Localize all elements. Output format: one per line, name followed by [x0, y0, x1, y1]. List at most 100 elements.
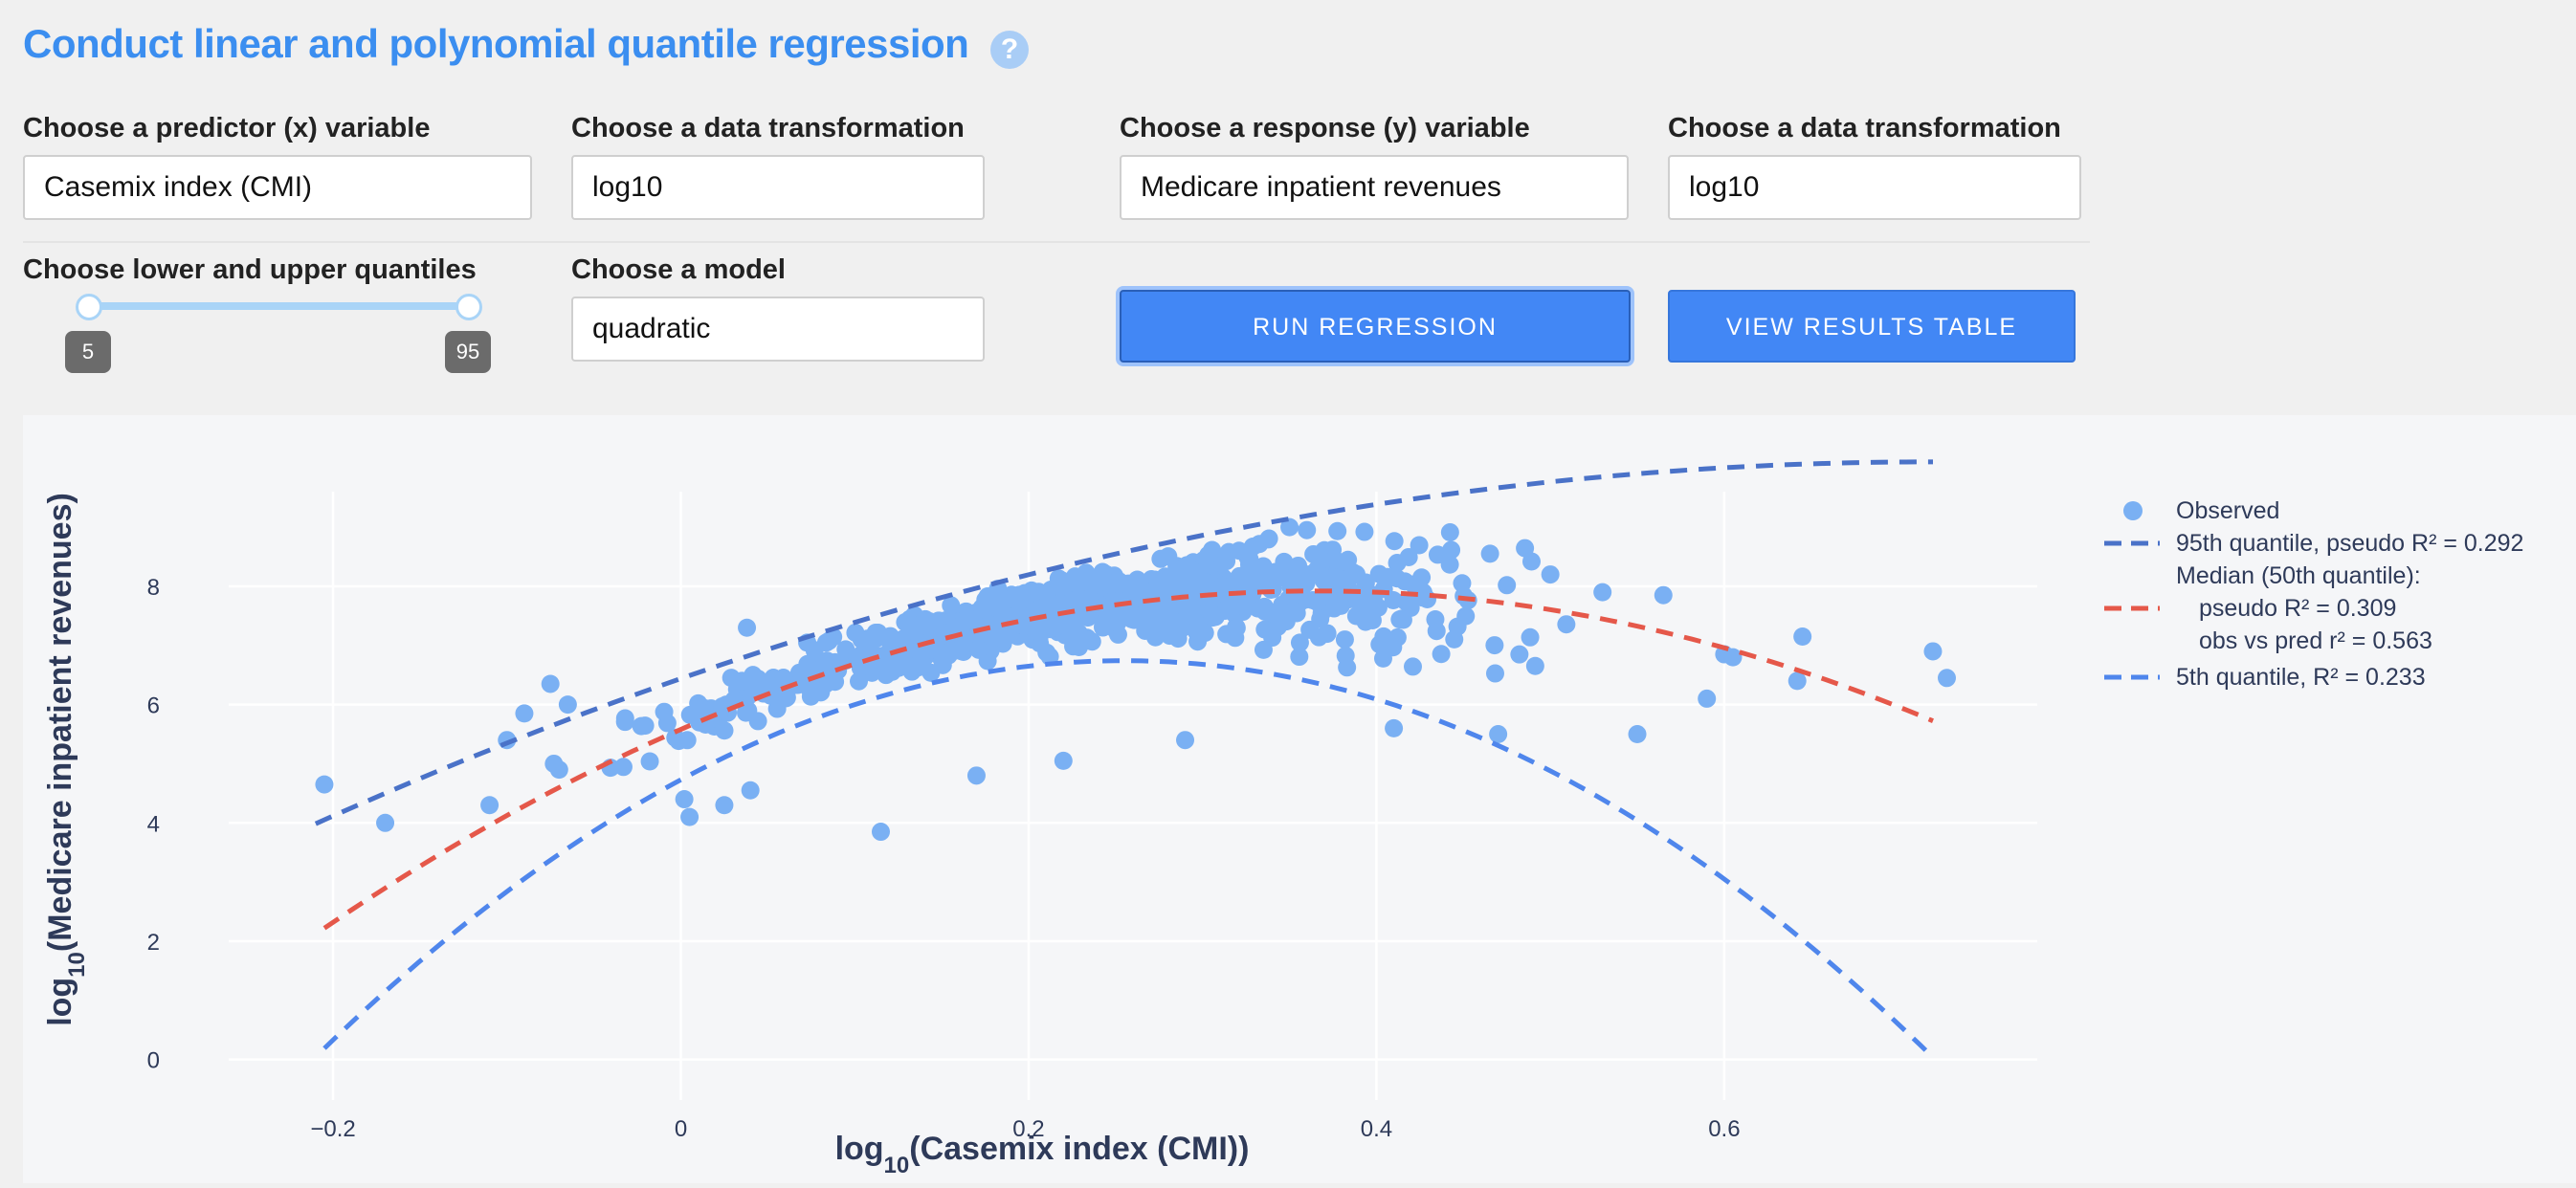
x-tick-label: 0.2 [1012, 1116, 1044, 1142]
observed-point [1557, 615, 1576, 634]
y-tick-label: 4 [147, 811, 160, 837]
regression-curves [314, 459, 1935, 1060]
x-tick-label: 0.4 [1361, 1116, 1392, 1142]
run-regression-button[interactable]: RUN REGRESSION [1120, 290, 1631, 363]
observed-point [1038, 618, 1057, 637]
observed-point [675, 790, 694, 809]
observed-point [1217, 552, 1236, 571]
observed-point [1176, 731, 1195, 750]
axis-ticks: −0.2 0 0.2 0.4 0.6 0 2 4 6 8 [147, 575, 1741, 1142]
observed-point [991, 613, 1010, 632]
observed-point [1456, 606, 1476, 626]
lower-quantile-handle[interactable] [76, 294, 102, 320]
help-icon[interactable]: ? [990, 31, 1029, 69]
observed-point [1923, 642, 1943, 661]
observed-point [1654, 585, 1673, 605]
lower-quantile-value: 5 [65, 331, 111, 373]
observed-point [972, 598, 991, 617]
observed-point [1109, 575, 1128, 594]
model-select[interactable]: quadratic [571, 297, 985, 362]
observed-point [680, 807, 700, 826]
x-axis-label: log10(Casemix index (CMI)) [835, 1131, 1250, 1178]
observed-point [1243, 537, 1262, 556]
legend-label: 95th quantile, pseudo R² = 0.292 [2176, 530, 2523, 557]
observed-point [1054, 751, 1073, 770]
observed-point [1014, 616, 1033, 635]
observed-point [1412, 568, 1432, 587]
observed-point [1440, 555, 1459, 574]
x-variable-label: Choose a predictor (x) variable [23, 113, 431, 143]
observed-point [1171, 572, 1190, 591]
observed-point [1239, 555, 1258, 574]
observed-point [767, 699, 787, 718]
observed-point [1338, 569, 1357, 588]
observed-point [911, 655, 930, 674]
quantile-regression-chart: −0.2 0 0.2 0.4 0.6 0 2 4 6 8 log10(Casemix index … [42, 459, 2523, 1178]
y-tick-label: 2 [147, 930, 160, 956]
observed-point [916, 609, 935, 628]
observed-point [738, 618, 757, 637]
y-transform-select[interactable]: log10 [1668, 155, 2081, 220]
legend-label: 5th quantile, R² = 0.233 [2176, 664, 2426, 691]
q5-curve [322, 658, 1935, 1060]
x-transform-select[interactable]: log10 [571, 155, 985, 220]
observed-point [1134, 582, 1153, 601]
observed-point [541, 674, 560, 693]
y-variable-select[interactable]: Medicare inpatient revenues [1120, 155, 1629, 220]
observed-point [1525, 656, 1544, 675]
legend-label: pseudo R² = 0.309 [2199, 595, 2396, 622]
observed-point [954, 634, 973, 653]
observed-point [891, 657, 910, 676]
observed-point [1328, 521, 1347, 540]
x-tick-label: −0.2 [310, 1116, 355, 1142]
observed-point [1698, 689, 1717, 708]
observed-point [1199, 545, 1218, 564]
x-tick-label: 0.6 [1708, 1116, 1740, 1142]
observed-point [1124, 605, 1144, 625]
observed-point [1311, 609, 1330, 628]
observed-point [1010, 585, 1029, 605]
observed-point [1788, 671, 1807, 691]
observed-point [1221, 591, 1240, 610]
observed-point [1413, 583, 1432, 602]
observed-point [1521, 552, 1541, 571]
observed-point [1498, 576, 1517, 595]
legend-label: Observed [2176, 497, 2279, 524]
observed-point [1388, 569, 1407, 588]
observed-point [1723, 648, 1743, 667]
upper-quantile-handle[interactable] [455, 294, 482, 320]
observed-point [549, 760, 568, 780]
observed-point [1195, 624, 1214, 643]
view-results-table-button[interactable]: VIEW RESULTS TABLE [1668, 290, 2076, 363]
observed-point [1385, 532, 1404, 551]
x-variable-select[interactable]: Casemix index (CMI) [23, 155, 532, 220]
plot-area: −0.2 0 0.2 0.4 0.6 0 2 4 6 8 log10(Casemix index … [23, 415, 2576, 1183]
observed-point [969, 640, 988, 659]
observed-point [1346, 606, 1366, 626]
observed-point [1390, 610, 1410, 629]
observed-point [1290, 648, 1309, 667]
observed-point [927, 641, 946, 660]
observed-point [1217, 625, 1236, 644]
observed-point [1324, 591, 1344, 610]
quantiles-label: Choose lower and upper quantiles [23, 254, 477, 285]
y-tick-label: 6 [147, 693, 160, 719]
observed-point [1410, 536, 1429, 555]
observed-point [1793, 627, 1812, 646]
quantile-range-slider[interactable] [86, 302, 469, 310]
observed-point [677, 731, 697, 750]
observed-point [741, 781, 760, 800]
observed-point [1355, 522, 1374, 541]
observed-point [1259, 529, 1278, 548]
observed-point [1307, 592, 1326, 611]
page-title: Conduct linear and polynomial quantile r… [23, 21, 969, 66]
observed-point [819, 631, 838, 650]
observed-point [1480, 544, 1499, 563]
observed-point [1311, 550, 1330, 569]
observed-point [1037, 643, 1056, 662]
observed-point [1280, 517, 1299, 537]
observed-point [1593, 583, 1612, 602]
observed-point [1275, 552, 1294, 571]
divider [23, 241, 2090, 243]
observed-point [1094, 617, 1113, 636]
